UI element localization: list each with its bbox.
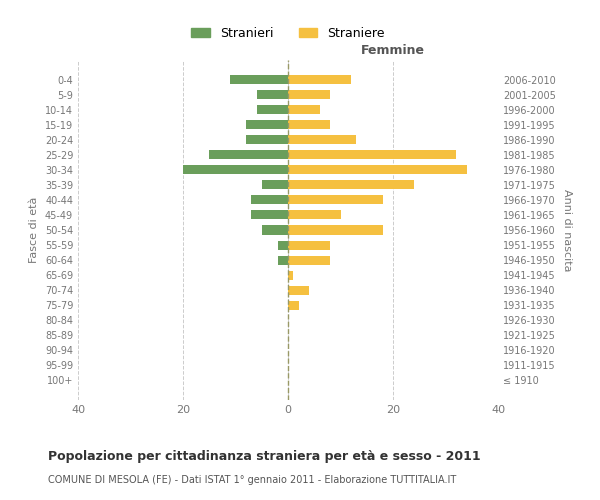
- Bar: [288, 76, 351, 84]
- Bar: [277, 256, 288, 264]
- Bar: [288, 136, 356, 144]
- Bar: [288, 226, 383, 234]
- Bar: [251, 196, 288, 204]
- Bar: [288, 180, 414, 190]
- Bar: [257, 90, 288, 100]
- Bar: [262, 226, 288, 234]
- Bar: [183, 166, 288, 174]
- Bar: [288, 166, 467, 174]
- Text: Femmine: Femmine: [361, 44, 425, 57]
- Bar: [288, 300, 299, 310]
- Bar: [288, 120, 330, 130]
- Y-axis label: Anni di nascita: Anni di nascita: [562, 188, 572, 271]
- Bar: [288, 106, 320, 114]
- Bar: [288, 270, 293, 280]
- Bar: [288, 196, 383, 204]
- Legend: Stranieri, Straniere: Stranieri, Straniere: [186, 22, 390, 45]
- Bar: [251, 210, 288, 220]
- Bar: [288, 150, 456, 160]
- Bar: [288, 286, 309, 294]
- Bar: [230, 76, 288, 84]
- Text: Popolazione per cittadinanza straniera per età e sesso - 2011: Popolazione per cittadinanza straniera p…: [48, 450, 481, 463]
- Bar: [288, 210, 341, 220]
- Bar: [209, 150, 288, 160]
- Bar: [288, 256, 330, 264]
- Bar: [257, 106, 288, 114]
- Y-axis label: Fasce di età: Fasce di età: [29, 197, 39, 263]
- Bar: [288, 240, 330, 250]
- Bar: [246, 120, 288, 130]
- Bar: [246, 136, 288, 144]
- Text: COMUNE DI MESOLA (FE) - Dati ISTAT 1° gennaio 2011 - Elaborazione TUTTITALIA.IT: COMUNE DI MESOLA (FE) - Dati ISTAT 1° ge…: [48, 475, 456, 485]
- Bar: [262, 180, 288, 190]
- Bar: [288, 90, 330, 100]
- Bar: [277, 240, 288, 250]
